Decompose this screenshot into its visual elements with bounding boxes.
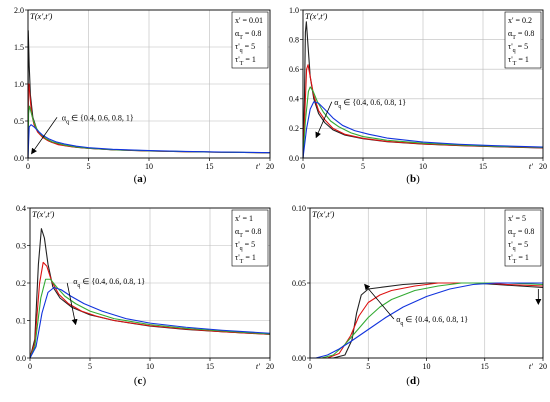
x-tick-label: 10 bbox=[423, 362, 431, 371]
y-tick-label: 0.1 bbox=[16, 316, 26, 325]
annotation-arrow bbox=[66, 282, 78, 326]
series-line-4 bbox=[29, 286, 271, 359]
legend-entry: τ'T = 1 bbox=[508, 253, 529, 265]
legend-entry: x' = 1 bbox=[235, 214, 253, 223]
y-tick-label: 0.05 bbox=[292, 279, 306, 288]
y-axis-label: T(x',t') bbox=[30, 11, 52, 21]
x-tick-label: 15 bbox=[206, 162, 214, 171]
legend-entry: αT = 0.8 bbox=[235, 29, 261, 41]
x-tick-label: 0 bbox=[26, 162, 30, 171]
y-tick-label: 0.10 bbox=[292, 204, 306, 213]
panel-label: (c) bbox=[134, 375, 147, 387]
legend-entry: αT = 0.8 bbox=[235, 227, 261, 239]
y-tick-label: 0.6 bbox=[289, 65, 299, 74]
series-line-4 bbox=[310, 282, 543, 359]
y-tick-label: 0.0 bbox=[14, 154, 24, 163]
y-tick-label: 0.0 bbox=[16, 354, 26, 363]
x-tick-label: 10 bbox=[146, 362, 154, 371]
legend-entry: τ'q = 5 bbox=[508, 240, 528, 252]
legend-entry: τ'T = 1 bbox=[235, 253, 256, 265]
x-tick-label: 15 bbox=[479, 162, 487, 171]
y-tick-label: 0.2 bbox=[289, 124, 299, 133]
legend-box bbox=[504, 209, 542, 267]
x-tick-label: 5 bbox=[361, 162, 365, 171]
x-tick-label: 5 bbox=[88, 362, 92, 371]
y-tick-label: 0.0 bbox=[289, 154, 299, 163]
y-tick-label: 1.0 bbox=[14, 80, 24, 89]
legend-entry: τ'T = 1 bbox=[508, 55, 529, 67]
x-axis-label: t' bbox=[256, 361, 260, 371]
plot-frame bbox=[29, 207, 271, 359]
legend-entry: τ'q = 5 bbox=[508, 42, 528, 54]
series-line-2 bbox=[302, 64, 544, 159]
series-line-2 bbox=[29, 261, 271, 359]
plot-frame bbox=[309, 207, 544, 359]
x-axis-label: t' bbox=[256, 161, 260, 171]
x-tick-label: 0 bbox=[301, 162, 305, 171]
y-axis-label: T(x',t') bbox=[32, 209, 54, 219]
annotation-text: αq ∈ {0.4, 0.6, 0.8, 1} bbox=[62, 113, 134, 125]
legend-box bbox=[231, 209, 269, 267]
y-axis-label: T(x',t') bbox=[305, 11, 327, 21]
x-tick-label: 10 bbox=[419, 162, 427, 171]
panel-label: (a) bbox=[134, 173, 147, 185]
legend-entry: αT = 0.8 bbox=[508, 227, 534, 239]
legend-box bbox=[231, 11, 269, 69]
annotation-text: αq ∈ {0.4, 0.6, 0.8, 1} bbox=[73, 277, 145, 289]
x-axis-label: t' bbox=[529, 361, 533, 371]
legend-box bbox=[504, 11, 542, 69]
x-tick-label: 20 bbox=[539, 162, 547, 171]
series-line-3 bbox=[302, 86, 544, 159]
x-tick-label: 15 bbox=[481, 362, 489, 371]
legend-entry: x' = 0.01 bbox=[235, 16, 263, 25]
x-tick-label: 20 bbox=[266, 362, 274, 371]
panel-label: (d) bbox=[406, 375, 420, 387]
legend-entry: x' = 5 bbox=[508, 214, 526, 223]
y-tick-label: 0.5 bbox=[14, 117, 24, 126]
y-tick-label: 1.5 bbox=[14, 43, 24, 52]
series-line-4 bbox=[302, 101, 544, 159]
y-axis-label: T(x',t') bbox=[312, 209, 334, 219]
annotation-arrow bbox=[364, 283, 395, 320]
x-tick-label: 10 bbox=[145, 162, 153, 171]
x-tick-label: 20 bbox=[266, 162, 274, 171]
legend-entry: αT = 0.8 bbox=[508, 29, 534, 41]
x-axis-label: t' bbox=[529, 161, 533, 171]
x-tick-label: 20 bbox=[539, 362, 547, 371]
panel-a: 0.0 0.5 1.0 1.5 2.0 0 5 10 15 20 T(x',t') t' x' = 0.… bbox=[14, 6, 274, 185]
y-tick-label: 0.3 bbox=[16, 241, 26, 250]
legend-entry: τ'q = 5 bbox=[235, 240, 255, 252]
panel-c: 0.0 0.1 0.2 0.3 0.4 0 5 10 15 20 T(x',t') t' x' = 1 α… bbox=[16, 204, 274, 387]
x-tick-label: 5 bbox=[87, 162, 91, 171]
legend-entry: x' = 0.2 bbox=[508, 16, 532, 25]
panel-label: (b) bbox=[406, 173, 420, 185]
annotation-text: αq ∈ {0.4, 0.6, 0.8, 1} bbox=[334, 98, 406, 110]
y-tick-label: 2.0 bbox=[14, 6, 24, 15]
panel-b: 0.0 0.2 0.4 0.6 0.8 1.0 0 5 10 15 20 T(x',t') t' x' =… bbox=[289, 6, 547, 185]
x-tick-label: 0 bbox=[308, 362, 312, 371]
x-tick-label: 5 bbox=[366, 362, 370, 371]
series-line-3 bbox=[310, 282, 544, 359]
series-line-4 bbox=[27, 124, 271, 159]
x-tick-label: 15 bbox=[206, 362, 214, 371]
y-tick-label: 0.00 bbox=[292, 354, 306, 363]
series-line-3 bbox=[29, 278, 271, 359]
y-tick-label: 0.8 bbox=[289, 35, 299, 44]
annotation-arrow bbox=[315, 101, 333, 139]
annotation-arrow bbox=[31, 117, 58, 155]
legend-entry: τ'T = 1 bbox=[235, 55, 256, 67]
y-tick-label: 0.2 bbox=[16, 279, 26, 288]
plot-frame bbox=[27, 9, 271, 159]
y-tick-label: 0.4 bbox=[16, 204, 26, 213]
y-tick-label: 1.0 bbox=[289, 6, 299, 15]
x-tick-label: 0 bbox=[28, 362, 32, 371]
y-tick-label: 0.4 bbox=[289, 95, 299, 104]
plot-frame bbox=[302, 9, 544, 159]
legend-entry: τ'q = 5 bbox=[235, 42, 255, 54]
annotation-text: αq ∈ {0.4, 0.6, 0.8, 1} bbox=[396, 315, 468, 327]
panel-d: 0.00 0.05 0.10 0 5 10 15 20 T(x',t') t' x' = 5 αT =… bbox=[292, 204, 547, 387]
